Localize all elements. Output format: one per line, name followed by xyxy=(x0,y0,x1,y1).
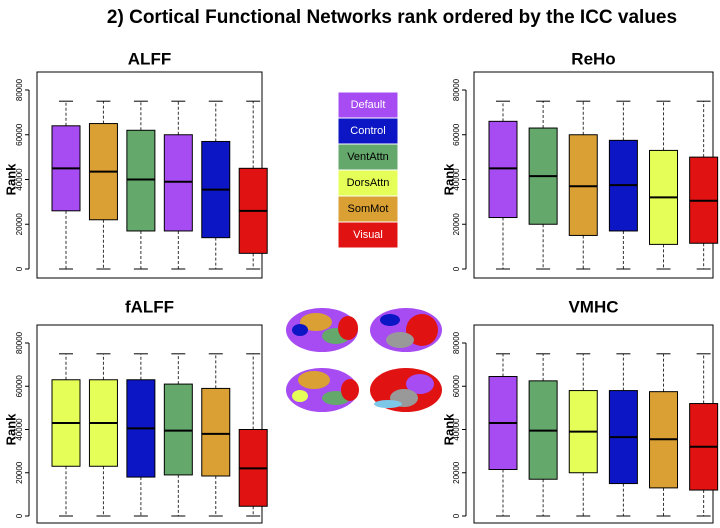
y-tick-label: 0 xyxy=(15,266,24,271)
brain-images xyxy=(286,308,442,412)
y-axis-label: Rank xyxy=(441,413,456,446)
panel-title: VMHC xyxy=(568,297,618,316)
y-axis-label: Rank xyxy=(441,163,456,196)
y-axis-label: Rank xyxy=(3,413,18,446)
panel-title: ALFF xyxy=(128,49,171,68)
legend-label: Control xyxy=(350,125,385,137)
plot-frame xyxy=(36,324,263,524)
legend-swatch xyxy=(337,91,399,119)
legend-label: SomMot xyxy=(348,203,389,215)
y-tick-label: 40000 xyxy=(452,168,461,191)
box xyxy=(163,134,193,232)
y-axis-label: Rank xyxy=(3,163,18,196)
legend-swatch xyxy=(337,169,399,197)
figure-title: 2) Cortical Functional Networks rank ord… xyxy=(107,7,677,28)
y-tick-label: 60000 xyxy=(15,123,24,146)
y-tick-label: 20000 xyxy=(15,213,24,236)
y-tick-label: 80000 xyxy=(452,331,461,354)
box xyxy=(201,387,231,477)
legend-label: VentAttn xyxy=(347,151,389,163)
legend-label: Default xyxy=(351,99,386,111)
y-tick-label: 80000 xyxy=(15,78,24,101)
box xyxy=(488,120,518,219)
panel-title: ReHo xyxy=(571,49,615,68)
y-tick-label: 60000 xyxy=(452,123,461,146)
legend-swatch xyxy=(337,117,399,145)
y-tick-label: 40000 xyxy=(15,168,24,191)
y-tick-label: 0 xyxy=(452,266,461,271)
legend-swatch xyxy=(337,143,399,171)
y-tick-label: 60000 xyxy=(15,375,24,398)
y-tick-label: 0 xyxy=(15,513,24,518)
y-tick-label: 20000 xyxy=(15,461,24,484)
y-tick-label: 80000 xyxy=(452,78,461,101)
box xyxy=(568,134,598,236)
y-tick-label: 20000 xyxy=(452,461,461,484)
y-tick-label: 60000 xyxy=(452,375,461,398)
legend-label: Visual xyxy=(353,229,383,241)
y-tick-label: 20000 xyxy=(452,213,461,236)
box xyxy=(163,383,193,476)
y-tick-label: 40000 xyxy=(15,418,24,441)
y-tick-label: 40000 xyxy=(452,418,461,441)
legend-swatch xyxy=(337,221,399,249)
panel-title: fALFF xyxy=(125,297,174,316)
y-tick-label: 80000 xyxy=(15,331,24,354)
legend-label: DorsAttn xyxy=(347,177,390,189)
legend-swatch xyxy=(337,195,399,223)
box xyxy=(126,129,156,232)
y-tick-label: 0 xyxy=(452,513,461,518)
